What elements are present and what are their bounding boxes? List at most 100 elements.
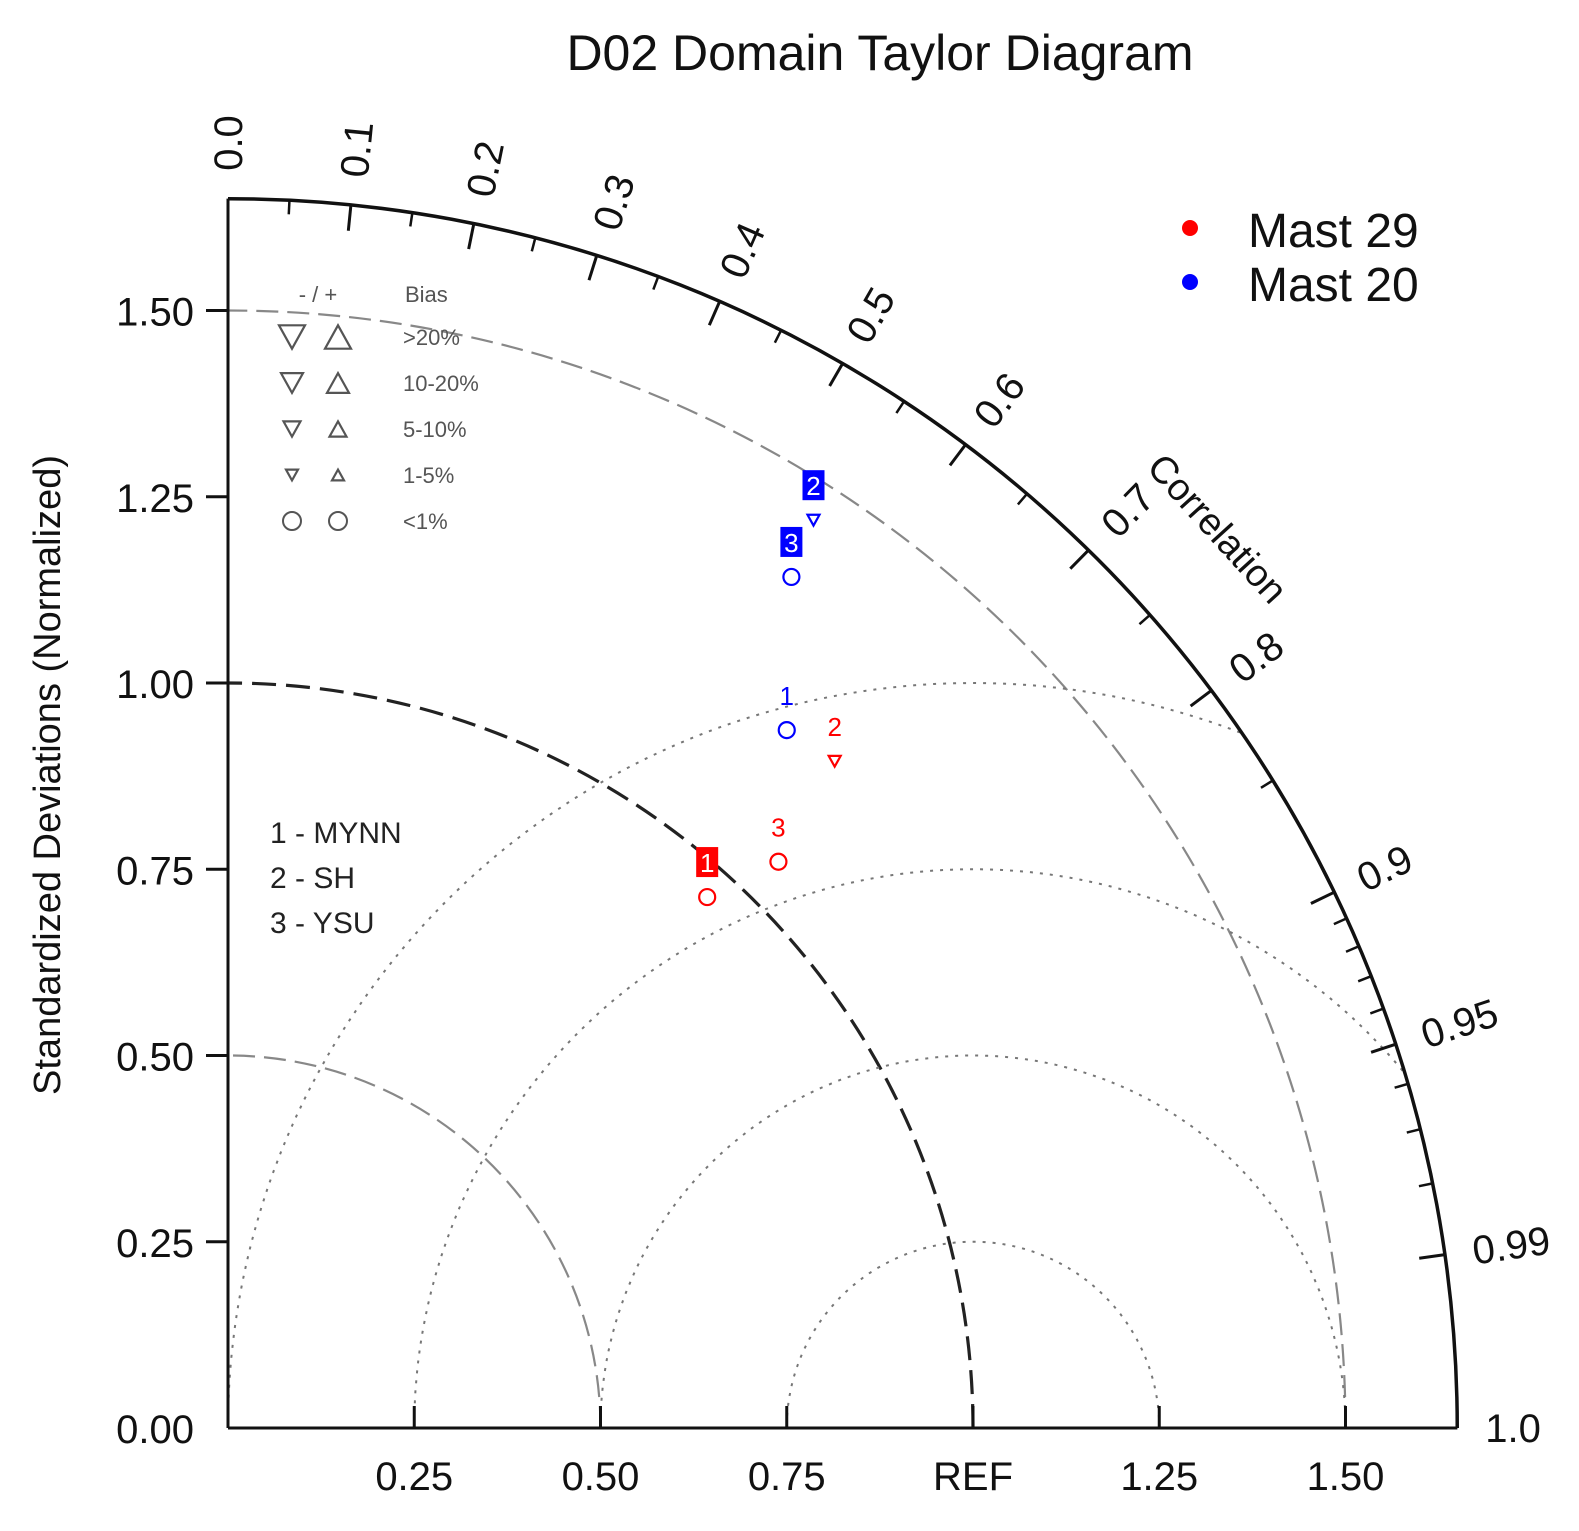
- correlation-major-tick: [1419, 1253, 1446, 1260]
- data-point-marker: [805, 513, 822, 528]
- correlation-major-tick: [828, 362, 844, 387]
- grid-layer: [227, 309, 1404, 1429]
- correlation-minor-tick: [1357, 975, 1372, 983]
- correlation-major-tick: [1189, 689, 1213, 708]
- correlation-minor-tick: [409, 212, 414, 227]
- data-point-label: 3: [784, 528, 798, 558]
- bias-legend-circle: [282, 511, 302, 531]
- correlation-minor-tick: [1394, 1082, 1409, 1089]
- data-point-marker: [777, 721, 796, 740]
- data-point-label: 1: [700, 848, 714, 878]
- data-point-label-box: [780, 526, 803, 557]
- bias-legend-down-triangle: [284, 468, 300, 483]
- correlation-minor-tick: [1406, 1127, 1421, 1134]
- bias-legend-label: >20%: [403, 325, 460, 350]
- x-tick-label: 1.50: [1307, 1455, 1385, 1499]
- bias-legend-up-triangle: [323, 323, 353, 350]
- legend-marker: [1182, 220, 1198, 236]
- correlation-major-tick: [1069, 549, 1090, 570]
- y-tick-label: 1.00: [116, 663, 194, 707]
- std-arc-ref: [227, 681, 975, 1429]
- rmsd-arc-0.75: [413, 868, 1404, 1428]
- data-point-label: 2: [806, 471, 820, 501]
- model-legend-item: 1 - MYNN: [270, 817, 402, 850]
- correlation-tick-label: 0.6: [966, 365, 1035, 436]
- rmsd-arc-0.25: [785, 1240, 1161, 1429]
- correlation-tick-label: 0.99: [1470, 1219, 1553, 1274]
- bias-legend-label: 1-5%: [403, 463, 454, 488]
- bias-legend-sign: - / +: [299, 282, 338, 307]
- correlation-tick-label: 0.5: [838, 281, 904, 351]
- correlation-tick-label: 1.0: [1485, 1407, 1541, 1451]
- bias-legend-up-triangle: [325, 370, 351, 394]
- x-tick-label: 0.75: [748, 1455, 826, 1499]
- correlation-minor-tick: [895, 400, 906, 414]
- correlation-major-tick: [1370, 1042, 1397, 1054]
- chart-title: D02 Domain Taylor Diagram: [566, 25, 1193, 81]
- std-arc-1.5: [227, 309, 1347, 1429]
- correlation-minor-tick: [530, 237, 537, 252]
- y-tick-label: 0.50: [116, 1036, 194, 1080]
- correlation-major-tick: [1310, 890, 1335, 905]
- correlation-major-tick: [467, 223, 476, 250]
- correlation-major-tick: [346, 204, 353, 231]
- bias-legend-up-triangle: [327, 419, 349, 438]
- model-legend-item: 3 - YSU: [270, 907, 375, 940]
- data-point-marker: [782, 567, 801, 587]
- correlation-tick-label: 0.95: [1416, 991, 1504, 1057]
- correlation-minor-tick: [1345, 945, 1360, 953]
- data-point-label: 2: [827, 712, 841, 742]
- correlation-tick-label: 0.3: [585, 169, 644, 235]
- correlation-minor-tick: [652, 276, 660, 291]
- y-tick-label: 1.25: [116, 477, 194, 521]
- data-point-marker: [698, 887, 717, 907]
- y-tick-label: 1.50: [116, 291, 194, 335]
- correlation-minor-tick: [1260, 779, 1274, 789]
- correlation-tick-label: 0.4: [712, 216, 775, 285]
- correlation-minor-tick: [287, 200, 291, 215]
- std-arc-0.5: [227, 1054, 602, 1429]
- bias-legend-down-triangle: [281, 420, 303, 439]
- correlation-minor-tick: [1138, 613, 1151, 626]
- correlation-tick-label: 0.8: [1221, 624, 1292, 693]
- rmsd-arc-1: [227, 681, 1241, 1429]
- x-tick-label: 0.50: [562, 1455, 640, 1499]
- y-tick-label: 0.00: [116, 1408, 194, 1452]
- bias-legend-circle: [328, 511, 348, 531]
- data-point-label: 1: [780, 681, 794, 711]
- correlation-minor-tick: [1418, 1182, 1433, 1188]
- bias-legend-label: 10-20%: [403, 371, 479, 396]
- legend-marker: [1182, 274, 1198, 290]
- y-axis-title: Standardized Deviations (Normalized): [27, 455, 69, 1095]
- y-tick-label: 0.75: [116, 849, 194, 893]
- correlation-tick-label: 0.2: [459, 138, 513, 201]
- bias-legend-title: Bias: [405, 282, 448, 307]
- data-point-label-box: [696, 847, 719, 878]
- model-legend-item: 2 - SH: [270, 862, 355, 895]
- correlation-minor-tick: [1369, 1007, 1384, 1015]
- x-tick-label: 1.25: [1120, 1455, 1198, 1499]
- data-point-label: 3: [771, 813, 785, 843]
- correlation-major-tick: [587, 254, 599, 281]
- correlation-major-tick: [707, 300, 722, 326]
- correlation-minor-tick: [1016, 493, 1028, 506]
- model-legend: 1 - MYNN 2 - SH 3 - YSU: [270, 817, 402, 940]
- correlation-major-tick: [948, 443, 967, 467]
- bias-legend-label: 5-10%: [403, 417, 467, 442]
- correlation-minor-tick: [773, 329, 783, 344]
- bias-legend: - / + Bias >20% 10-20% 5-10% 1-5% <1%: [277, 282, 479, 534]
- bias-legend-up-triangle: [330, 467, 346, 482]
- y-tick-label: 0.25: [116, 1222, 194, 1266]
- x-tick-label: REF: [933, 1455, 1013, 1499]
- legend-label: Mast 20: [1248, 259, 1419, 312]
- x-tick-label: 0.25: [375, 1455, 453, 1499]
- correlation-axis-title: Correlation: [1139, 446, 1295, 612]
- data-point-label-box: [802, 470, 825, 501]
- correlation-tick-label: 0.9: [1350, 837, 1419, 901]
- bias-legend-down-triangle: [279, 372, 305, 396]
- correlation-tick-label: 0.1: [333, 120, 382, 180]
